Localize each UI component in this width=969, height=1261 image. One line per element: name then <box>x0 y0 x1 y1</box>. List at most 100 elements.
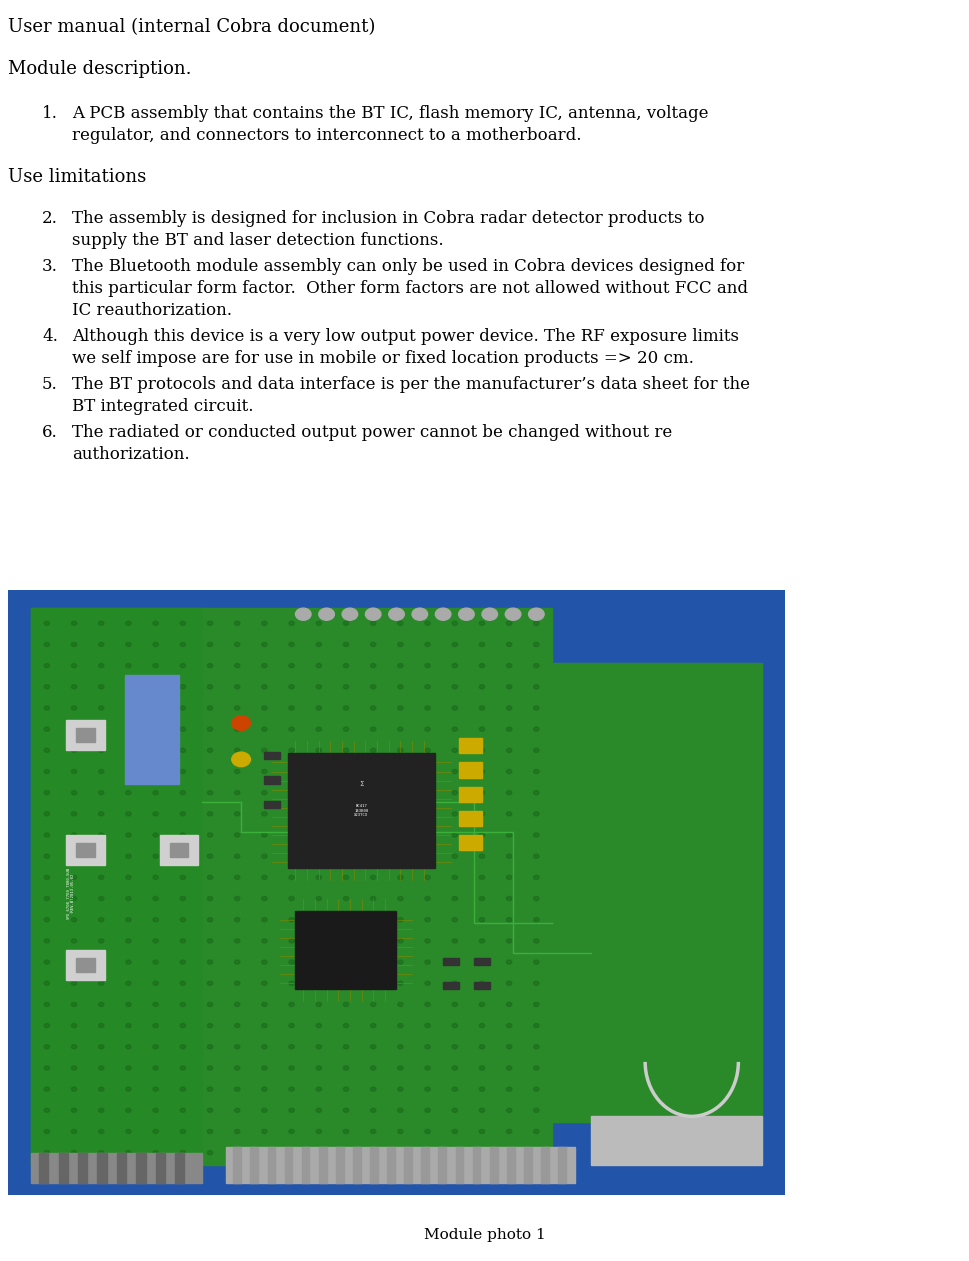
Circle shape <box>44 1150 49 1155</box>
Circle shape <box>479 1044 484 1049</box>
Circle shape <box>343 938 348 943</box>
Circle shape <box>506 854 512 859</box>
Bar <box>77 958 95 972</box>
Circle shape <box>506 622 512 625</box>
Circle shape <box>397 1150 403 1155</box>
Circle shape <box>533 1150 539 1155</box>
Circle shape <box>316 706 321 710</box>
Circle shape <box>126 622 131 625</box>
Circle shape <box>397 812 403 816</box>
Circle shape <box>289 834 294 837</box>
Circle shape <box>343 685 348 689</box>
Text: regulator, and connectors to interconnect to a motherboard.: regulator, and connectors to interconnec… <box>72 127 580 144</box>
Circle shape <box>506 769 512 773</box>
Circle shape <box>397 685 403 689</box>
Circle shape <box>343 897 348 900</box>
Circle shape <box>397 663 403 668</box>
Bar <box>455 1146 463 1183</box>
Circle shape <box>289 918 294 922</box>
Circle shape <box>482 608 497 620</box>
Circle shape <box>452 960 457 965</box>
Circle shape <box>262 938 266 943</box>
Circle shape <box>180 1024 185 1028</box>
Circle shape <box>153 685 158 689</box>
Circle shape <box>153 854 158 859</box>
Bar <box>474 958 489 965</box>
Circle shape <box>370 1130 376 1134</box>
Bar <box>370 1146 378 1183</box>
Circle shape <box>126 981 131 985</box>
Circle shape <box>207 834 212 837</box>
Circle shape <box>234 938 239 943</box>
Circle shape <box>234 960 239 965</box>
Circle shape <box>424 622 430 625</box>
Circle shape <box>262 981 266 985</box>
Circle shape <box>289 1087 294 1091</box>
Circle shape <box>533 663 539 668</box>
Circle shape <box>262 706 266 710</box>
Bar <box>58 1153 68 1183</box>
Circle shape <box>289 981 294 985</box>
Circle shape <box>99 854 104 859</box>
Circle shape <box>262 1044 266 1049</box>
Bar <box>39 1153 48 1183</box>
Circle shape <box>126 854 131 859</box>
Circle shape <box>126 706 131 710</box>
Circle shape <box>180 1044 185 1049</box>
Circle shape <box>72 897 77 900</box>
Circle shape <box>99 1066 104 1071</box>
Circle shape <box>316 685 321 689</box>
Circle shape <box>153 706 158 710</box>
Bar <box>66 720 105 750</box>
Circle shape <box>424 769 430 773</box>
Circle shape <box>153 875 158 879</box>
Circle shape <box>533 642 539 647</box>
Circle shape <box>99 981 104 985</box>
Circle shape <box>370 897 376 900</box>
Circle shape <box>207 897 212 900</box>
Circle shape <box>343 748 348 753</box>
Circle shape <box>262 748 266 753</box>
Circle shape <box>319 608 334 620</box>
Circle shape <box>316 897 321 900</box>
Circle shape <box>397 834 403 837</box>
Circle shape <box>72 1066 77 1071</box>
Text: SPX_6700_7700_7800-SUB
(REV.B)2013.05.02: SPX_6700_7700_7800-SUB (REV.B)2013.05.02 <box>66 866 75 918</box>
Text: The assembly is designed for inclusion in Cobra radar detector products to: The assembly is designed for inclusion i… <box>72 211 703 227</box>
Circle shape <box>44 622 49 625</box>
Circle shape <box>207 728 212 731</box>
Circle shape <box>207 812 212 816</box>
Circle shape <box>44 834 49 837</box>
Circle shape <box>424 854 430 859</box>
Circle shape <box>153 622 158 625</box>
Circle shape <box>370 1150 376 1155</box>
Bar <box>31 608 203 1165</box>
Circle shape <box>44 812 49 816</box>
Circle shape <box>44 1087 49 1091</box>
Circle shape <box>99 1044 104 1049</box>
Circle shape <box>126 769 131 773</box>
Text: IC reauthorization.: IC reauthorization. <box>72 301 232 319</box>
Circle shape <box>180 1150 185 1155</box>
Circle shape <box>289 791 294 794</box>
Circle shape <box>289 812 294 816</box>
Circle shape <box>506 1150 512 1155</box>
Circle shape <box>234 854 239 859</box>
Circle shape <box>289 748 294 753</box>
Circle shape <box>99 1024 104 1028</box>
Circle shape <box>479 1002 484 1006</box>
Circle shape <box>370 663 376 668</box>
Circle shape <box>343 791 348 794</box>
Circle shape <box>180 748 185 753</box>
Circle shape <box>207 1108 212 1112</box>
Circle shape <box>72 728 77 731</box>
Circle shape <box>296 608 311 620</box>
Circle shape <box>153 960 158 965</box>
Circle shape <box>234 1108 239 1112</box>
Circle shape <box>452 938 457 943</box>
Bar <box>267 1146 275 1183</box>
Circle shape <box>452 728 457 731</box>
Circle shape <box>343 960 348 965</box>
Circle shape <box>153 918 158 922</box>
Circle shape <box>397 1066 403 1071</box>
